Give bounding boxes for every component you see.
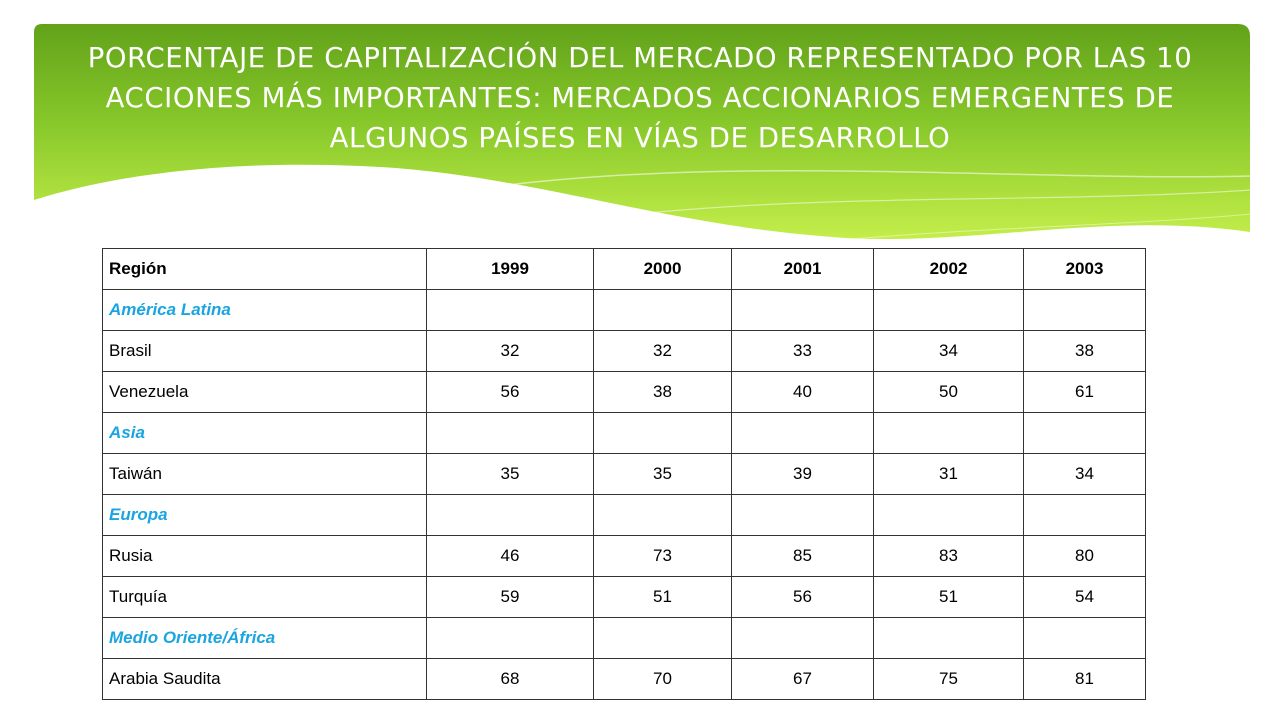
empty-cell [593, 412, 732, 454]
value-cell: 85 [731, 535, 874, 577]
empty-cell [1023, 289, 1146, 331]
value-cell: 80 [1023, 535, 1146, 577]
table-row: Rusia 46 73 85 83 80 [102, 535, 1146, 577]
value-cell: 38 [1023, 330, 1146, 372]
country-name: Venezuela [102, 371, 427, 413]
region-group-label: Asia [102, 412, 427, 454]
value-cell: 73 [593, 535, 732, 577]
region-group-row: Medio Oriente/África [102, 617, 1146, 659]
empty-cell [426, 617, 594, 659]
value-cell: 32 [426, 330, 594, 372]
value-cell: 32 [593, 330, 732, 372]
value-cell: 35 [593, 453, 732, 495]
empty-cell [426, 494, 594, 536]
value-cell: 40 [731, 371, 874, 413]
empty-cell [426, 412, 594, 454]
empty-cell [873, 617, 1024, 659]
value-cell: 51 [593, 576, 732, 618]
value-cell: 61 [1023, 371, 1146, 413]
empty-cell [873, 289, 1024, 331]
country-name: Rusia [102, 535, 427, 577]
table-row: Venezuela 56 38 40 50 61 [102, 371, 1146, 413]
empty-cell [873, 494, 1024, 536]
empty-cell [593, 494, 732, 536]
region-group-row: América Latina [102, 289, 1146, 331]
value-cell: 35 [426, 453, 594, 495]
table-row: Arabia Saudita 68 70 67 75 81 [102, 658, 1146, 700]
region-group-label: Medio Oriente/África [102, 617, 427, 659]
region-group-row: Europa [102, 494, 1146, 536]
banner-swoosh-3 [819, 213, 1253, 243]
value-cell: 67 [731, 658, 874, 700]
header-cell: Región [102, 248, 427, 290]
empty-cell [593, 289, 732, 331]
table-row: Taiwán 35 35 39 31 34 [102, 453, 1146, 495]
country-name: Taiwán [102, 453, 427, 495]
value-cell: 75 [873, 658, 1024, 700]
title-banner [34, 24, 1253, 243]
value-cell: 56 [426, 371, 594, 413]
value-cell: 34 [873, 330, 1024, 372]
banner-swoosh-1 [429, 169, 1253, 197]
market-cap-table: Región 1999 2000 2001 2002 2003 América … [102, 248, 1146, 700]
table-body: América Latina Brasil 32 32 33 34 38 Venezuela 5… [102, 289, 1146, 700]
banner-shape [34, 24, 1250, 240]
header-cell: 2000 [593, 248, 732, 290]
value-cell: 39 [731, 453, 874, 495]
value-cell: 50 [873, 371, 1024, 413]
value-cell: 59 [426, 576, 594, 618]
value-cell: 54 [1023, 576, 1146, 618]
banner-swoosh-2 [599, 189, 1253, 219]
value-cell: 33 [731, 330, 874, 372]
empty-cell [426, 289, 594, 331]
value-cell: 31 [873, 453, 1024, 495]
value-cell: 70 [593, 658, 732, 700]
header-cell: 1999 [426, 248, 594, 290]
value-cell: 56 [731, 576, 874, 618]
empty-cell [731, 617, 874, 659]
value-cell: 38 [593, 371, 732, 413]
table-row: Turquía 59 51 56 51 54 [102, 576, 1146, 618]
empty-cell [1023, 617, 1146, 659]
empty-cell [731, 412, 874, 454]
value-cell: 34 [1023, 453, 1146, 495]
region-group-row: Asia [102, 412, 1146, 454]
slide-title: PORCENTAJE DE CAPITALIZACIÓN DEL MERCADO… [87, 42, 1193, 154]
empty-cell [1023, 494, 1146, 536]
value-cell: 81 [1023, 658, 1146, 700]
country-name: Arabia Saudita [102, 658, 427, 700]
region-group-label: Europa [102, 494, 427, 536]
empty-cell [1023, 412, 1146, 454]
empty-cell [593, 617, 732, 659]
region-group-label: América Latina [102, 289, 427, 331]
empty-cell [873, 412, 1024, 454]
value-cell: 68 [426, 658, 594, 700]
header-cell: 2001 [731, 248, 874, 290]
header-cell: 2002 [873, 248, 1024, 290]
country-name: Turquía [102, 576, 427, 618]
country-name: Brasil [102, 330, 427, 372]
empty-cell [731, 289, 874, 331]
table-row: Brasil 32 32 33 34 38 [102, 330, 1146, 372]
value-cell: 83 [873, 535, 1024, 577]
value-cell: 46 [426, 535, 594, 577]
table-header-row: Región 1999 2000 2001 2002 2003 [102, 248, 1146, 290]
value-cell: 51 [873, 576, 1024, 618]
header-cell: 2003 [1023, 248, 1146, 290]
empty-cell [731, 494, 874, 536]
